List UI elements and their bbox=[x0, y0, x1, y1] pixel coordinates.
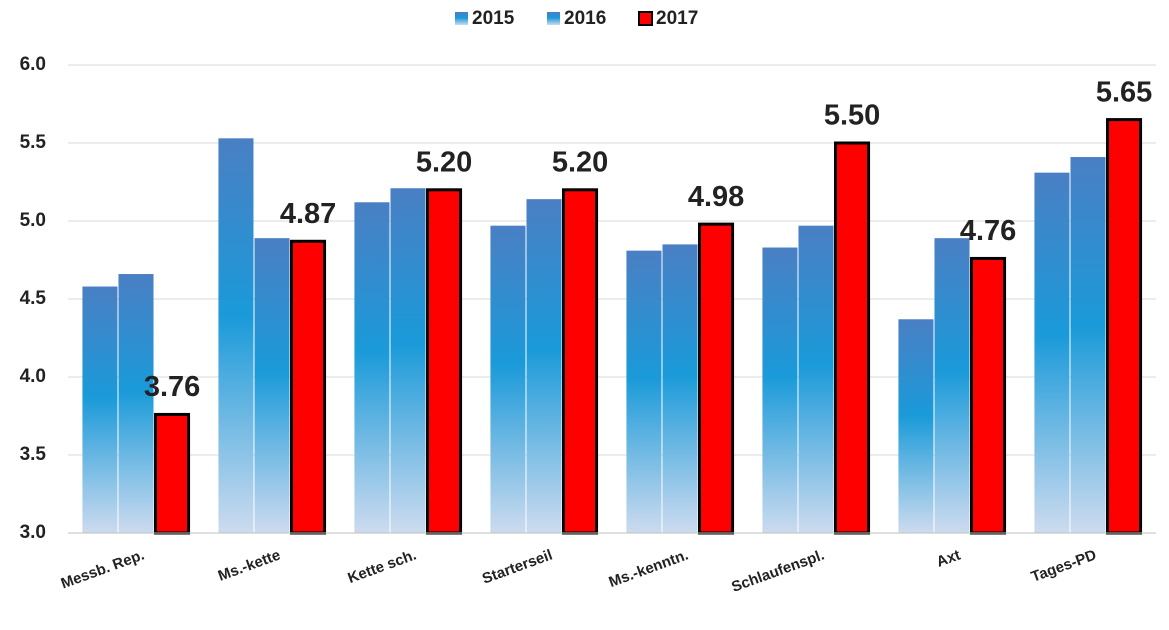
x-tick-label: Kette sch. bbox=[346, 547, 419, 587]
legend-label: 2015 bbox=[472, 8, 515, 29]
x-tick-label: Ms.-kenntn. bbox=[607, 547, 691, 591]
data-label: 3.76 bbox=[144, 371, 200, 403]
bar bbox=[934, 238, 970, 533]
y-tick-label: 3.5 bbox=[20, 444, 47, 465]
bar bbox=[626, 250, 662, 533]
bar bbox=[762, 247, 798, 533]
bar bbox=[834, 141, 871, 535]
bar bbox=[798, 225, 834, 533]
bar bbox=[1106, 118, 1143, 535]
x-tick-label: Starterseil bbox=[480, 547, 555, 588]
bar bbox=[426, 188, 463, 535]
data-label: 5.65 bbox=[1096, 76, 1152, 108]
bar bbox=[898, 319, 934, 533]
bar bbox=[290, 239, 327, 535]
bar bbox=[154, 412, 191, 535]
x-tick-label: Schlaufenspl. bbox=[729, 547, 826, 596]
legend-label: 2017 bbox=[656, 8, 698, 29]
bar bbox=[82, 286, 118, 533]
x-tick-label: Ms.-kette bbox=[216, 547, 283, 585]
bar bbox=[490, 225, 526, 533]
y-tick-label: 5.5 bbox=[20, 132, 47, 153]
data-label: 4.76 bbox=[960, 215, 1016, 247]
legend-item: 2015 bbox=[455, 8, 515, 29]
bar bbox=[562, 188, 599, 535]
bar bbox=[118, 274, 154, 533]
data-label: 5.50 bbox=[824, 100, 880, 132]
legend-item: 2017 bbox=[638, 8, 698, 29]
y-tick-label: 4.5 bbox=[20, 288, 47, 309]
legend-item: 2016 bbox=[547, 8, 606, 29]
legend-label: 2016 bbox=[564, 8, 606, 29]
bar bbox=[970, 256, 1007, 535]
bar bbox=[390, 188, 426, 534]
legend-swatch bbox=[547, 12, 560, 25]
bar bbox=[254, 238, 290, 533]
bar bbox=[1034, 172, 1070, 533]
y-tick-label: 6.0 bbox=[20, 54, 46, 75]
data-label: 4.87 bbox=[280, 198, 336, 230]
x-tick-label: Messb. Rep. bbox=[59, 547, 147, 593]
bar bbox=[526, 199, 562, 533]
bar bbox=[662, 244, 698, 533]
bar bbox=[354, 202, 390, 533]
y-tick-label: 4.0 bbox=[20, 366, 46, 387]
x-tick-label: Tages-PD bbox=[1029, 546, 1099, 585]
data-label: 4.98 bbox=[688, 181, 744, 213]
legend-swatch bbox=[638, 11, 653, 26]
y-tick-label: 5.0 bbox=[20, 210, 46, 231]
bar bbox=[698, 222, 735, 535]
bar bbox=[218, 138, 254, 533]
y-tick-label: 3.0 bbox=[20, 522, 46, 543]
data-label: 5.20 bbox=[416, 146, 472, 178]
data-label: 5.20 bbox=[552, 146, 608, 178]
bar bbox=[1070, 157, 1106, 534]
legend-swatch bbox=[455, 12, 468, 25]
legend: 2015 2016 2017 bbox=[455, 8, 698, 29]
x-tick-label: Axt bbox=[934, 547, 963, 571]
